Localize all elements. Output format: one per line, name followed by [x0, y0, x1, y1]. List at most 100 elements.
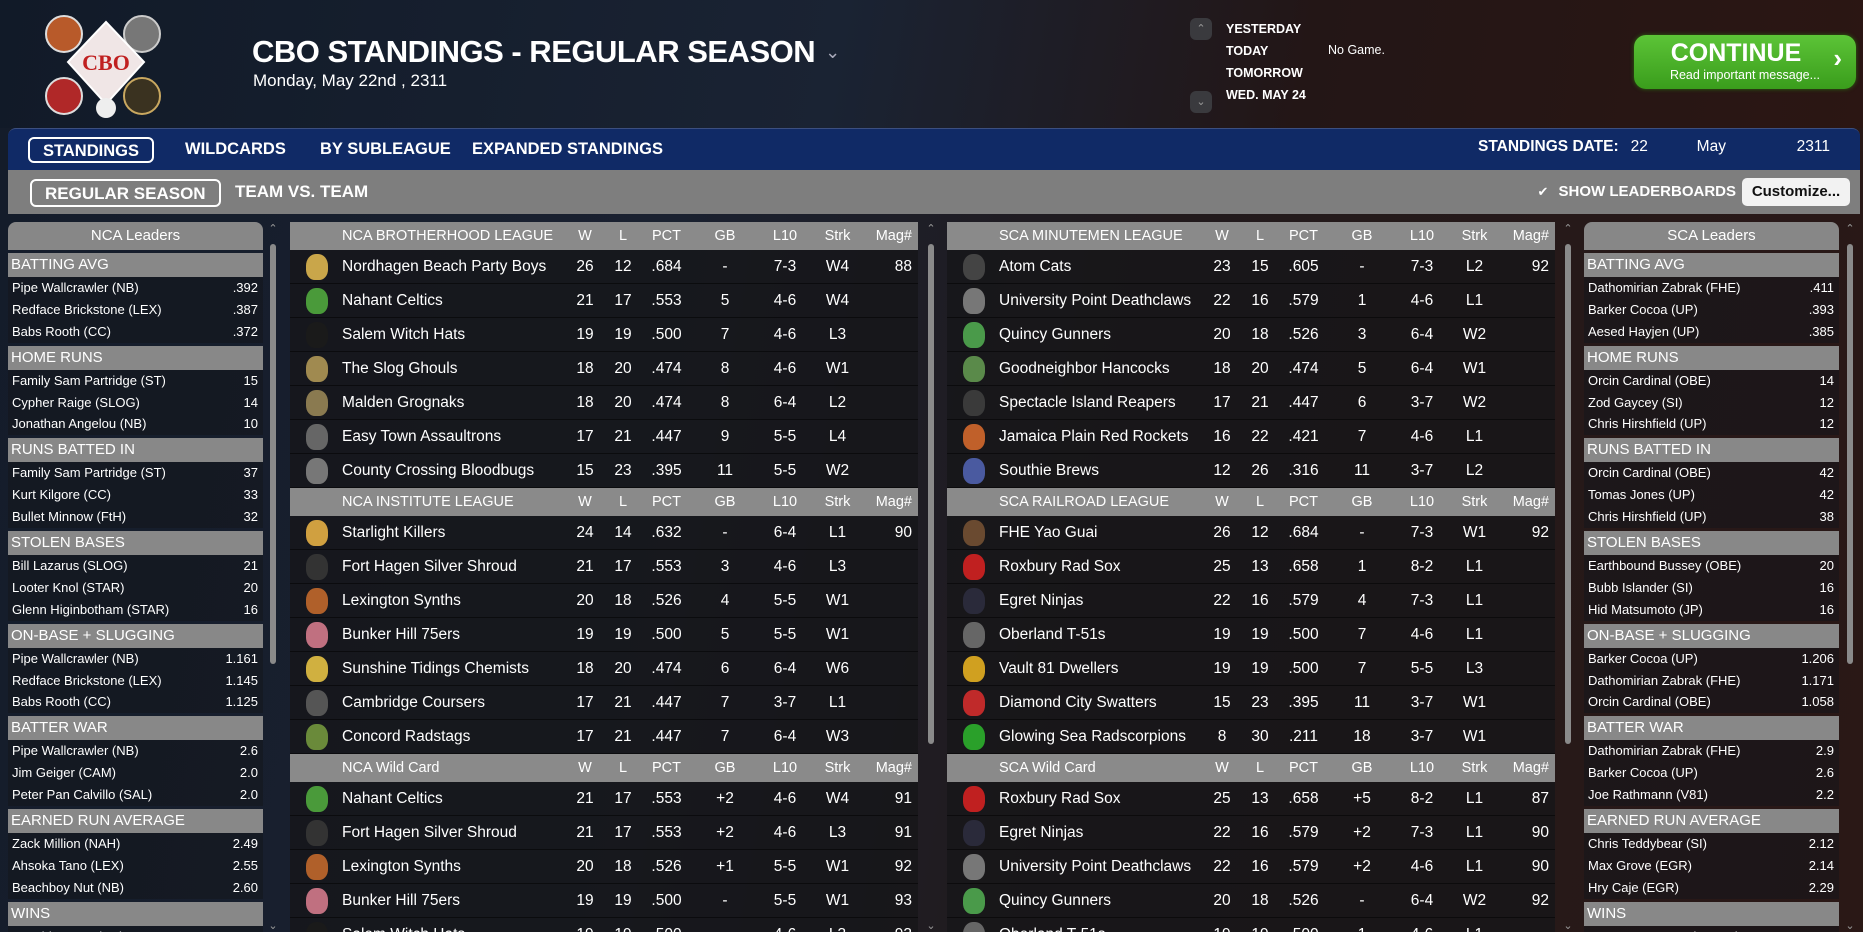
standings-date-day[interactable]: 22 [1630, 138, 1648, 155]
scroll-up-icon[interactable]: ⌃ [1563, 223, 1573, 235]
leader-row[interactable]: Hid Matsumoto (JP) 16 [1584, 599, 1839, 621]
team-name[interactable]: Spectacle Island Reapers [999, 393, 1176, 411]
sca-standings-scrollbar[interactable]: ⌃ ⌄ [1561, 222, 1575, 932]
continue-button[interactable]: CONTINUE Read important message... › [1634, 35, 1856, 89]
scroll-up-icon[interactable]: ⌃ [926, 223, 936, 235]
chevron-down-icon[interactable]: ⌄ [825, 41, 841, 62]
leader-row[interactable]: Bill Lazarus (SLOG) 21 [8, 555, 263, 577]
nca-leaders-scrollbar[interactable]: ⌃ ⌄ [266, 222, 280, 932]
team-name[interactable]: Salem Witch Hats [342, 325, 466, 343]
team-name[interactable]: Vault 81 Dwellers [999, 659, 1119, 677]
team-name[interactable]: Nahant Celtics [342, 291, 443, 309]
team-row[interactable]: Starlight Killers 24 14 .632 - 6-4 L1 90 [290, 516, 918, 550]
column-header-losses[interactable]: L [1255, 760, 1265, 776]
standings-date-month[interactable]: May [1696, 138, 1726, 155]
tab-by-subleague[interactable]: BY SUBLEAGUE [320, 140, 451, 158]
team-name[interactable]: County Crossing Bloodbugs [342, 461, 535, 479]
leader-row[interactable]: Beachboy Nut (NB) 2.60 [8, 877, 263, 899]
column-header-games-back[interactable]: GB [714, 760, 736, 776]
team-name[interactable]: Starlight Killers [342, 523, 446, 541]
leader-row[interactable]: Earthbound Bussey (OBE) 20 [1584, 555, 1839, 577]
team-name[interactable]: Roxbury Rad Sox [999, 789, 1121, 807]
team-name[interactable]: Glowing Sea Radscorpions [999, 727, 1186, 745]
column-header-pct[interactable]: PCT [1289, 228, 1318, 244]
sca-leaders-scrollbar[interactable]: ⌃ ⌄ [1843, 222, 1857, 932]
team-row[interactable]: Quincy Gunners 20 18 .526 - 6-4 W2 92 [947, 884, 1555, 918]
chevron-up-icon[interactable]: ⌃ [1190, 18, 1212, 40]
customize-button[interactable]: Customize... [1742, 178, 1850, 206]
column-header-wins[interactable]: W [578, 228, 592, 244]
leader-row[interactable]: Babs Rooth (CC) 1.125 [8, 691, 263, 713]
column-header-losses[interactable]: L [618, 760, 628, 776]
show-leaderboards-toggle[interactable]: ✔ SHOW LEADERBOARDS [1537, 183, 1736, 200]
scroll-down-icon[interactable]: ⌄ [926, 920, 936, 932]
leader-row[interactable]: Kurt Kilgore (CC) 33 [8, 484, 263, 506]
tab-team-vs-team[interactable]: TEAM VS. TEAM [235, 182, 369, 201]
team-row[interactable]: Goodneighbor Hancocks 18 20 .474 5 6-4 W1 [947, 352, 1555, 386]
team-name[interactable]: Jamaica Plain Red Rockets [999, 427, 1189, 445]
team-name[interactable]: Atom Cats [999, 257, 1072, 275]
tab-standings[interactable]: STANDINGS [28, 137, 154, 163]
team-row[interactable]: FHE Yao Guai 26 12 .684 - 7-3 W1 92 [947, 516, 1555, 550]
team-row[interactable]: Egret Ninjas 22 16 .579 4 7-3 L1 [947, 584, 1555, 618]
scroll-thumb[interactable] [1565, 244, 1571, 744]
chevron-down-icon[interactable]: ⌄ [1190, 91, 1212, 113]
team-row[interactable]: Bunker Hill 75ers 19 19 .500 - 5-5 W1 93 [290, 884, 918, 918]
team-row[interactable]: Bunker Hill 75ers 19 19 .500 5 5-5 W1 [290, 618, 918, 652]
date-yesterday[interactable]: YESTERDAY [1226, 22, 1302, 36]
team-name[interactable]: Diamond City Swatters [999, 693, 1157, 711]
leader-row[interactable]: Barker Cocoa (UP) 2.6 [1584, 762, 1839, 784]
column-header-magic-number[interactable]: Mag# [875, 494, 912, 510]
team-row[interactable]: Southie Brews 12 26 .316 11 3-7 L2 [947, 454, 1555, 488]
tab-regular-season[interactable]: REGULAR SEASON [30, 179, 221, 207]
leader-row[interactable]: Cypher Raige (SLOG) 14 [8, 392, 263, 414]
leader-row[interactable]: Glenn Higinbotham (STAR) 16 [8, 599, 263, 621]
column-header-pct[interactable]: PCT [1289, 760, 1318, 776]
team-row[interactable]: Nahant Celtics 21 17 .553 5 4-6 W4 [290, 284, 918, 318]
leader-row[interactable]: Ahsoka Tano (LEX) 2.55 [8, 855, 263, 877]
column-header-games-back[interactable]: GB [1351, 494, 1373, 510]
team-name[interactable]: Sunshine Tidings Chemists [342, 659, 529, 677]
column-header-last-ten[interactable]: L10 [772, 760, 798, 776]
leader-row[interactable]: Max Grove (EGR) 2.14 [1584, 855, 1839, 877]
column-header-losses[interactable]: L [1255, 494, 1265, 510]
leader-row[interactable]: Orcin Cardinal (OBE) 42 [1584, 462, 1839, 484]
column-header-wins[interactable]: W [1215, 228, 1229, 244]
team-name[interactable]: Quincy Gunners [999, 325, 1111, 343]
scroll-down-icon[interactable]: ⌄ [1845, 920, 1855, 932]
leader-row[interactable]: Chris Hirshfield (UP) 38 [1584, 506, 1839, 528]
team-row[interactable]: Jamaica Plain Red Rockets 16 22 .421 7 4-6 L1 [947, 420, 1555, 454]
column-header-last-ten[interactable]: L10 [1409, 494, 1435, 510]
team-name[interactable]: Nordhagen Beach Party Boys [342, 257, 547, 275]
team-name[interactable]: Southie Brews [999, 461, 1099, 479]
team-name[interactable]: Bunker Hill 75ers [342, 891, 461, 909]
tab-expanded-standings[interactable]: EXPANDED STANDINGS [472, 140, 663, 158]
leader-row[interactable]: Pipe Wallcrawler (NB) 1.161 [8, 648, 263, 670]
team-row[interactable]: University Point Deathclaws 22 16 .579 1 4-6 L… [947, 284, 1555, 318]
column-header-last-ten[interactable]: L10 [1409, 228, 1435, 244]
date-next[interactable]: WED. MAY 24 [1226, 88, 1306, 102]
team-row[interactable]: Easy Town Assaultrons 17 21 .447 9 5-5 L4 [290, 420, 918, 454]
team-name[interactable]: Salem Witch Hats [342, 926, 567, 932]
leader-row[interactable]: Chris Hirshfield (UP) 12 [1584, 413, 1839, 435]
team-name[interactable]: Bunker Hill 75ers [342, 625, 461, 643]
column-header-magic-number[interactable]: Mag# [1512, 760, 1549, 776]
team-row[interactable]: Roxbury Rad Sox 25 13 .658 +5 8-2 L1 87 [947, 782, 1555, 816]
column-header-streak[interactable]: Strk [824, 494, 851, 510]
team-row[interactable]: Concord Radstags 17 21 .447 7 6-4 W3 [290, 720, 918, 754]
scroll-down-icon[interactable]: ⌄ [268, 920, 278, 932]
standings-date-year[interactable]: 2311 [1796, 138, 1830, 155]
leader-row[interactable]: Zod Gaycey (SI) 12 [1584, 392, 1839, 414]
leader-row[interactable]: Babs Rooth (CC) .372 [8, 321, 263, 343]
team-name[interactable]: Easy Town Assaultrons [342, 427, 502, 445]
leader-row[interactable]: Dathomirian Zabrak (FHE) .411 [1584, 277, 1839, 299]
column-header-losses[interactable]: L [618, 228, 628, 244]
team-name[interactable]: Lexington Synths [342, 591, 461, 609]
leader-row[interactable]: Heaven Fontenot (GOOD) 7 [1584, 926, 1839, 932]
leader-row[interactable]: Bullet Minnow (FtH) 32 [8, 506, 263, 528]
team-row[interactable]: The Slog Ghouls 18 20 .474 8 4-6 W1 [290, 352, 918, 386]
column-header-magic-number[interactable]: Mag# [1512, 494, 1549, 510]
column-header-streak[interactable]: Strk [1461, 494, 1488, 510]
column-header-pct[interactable]: PCT [652, 760, 681, 776]
